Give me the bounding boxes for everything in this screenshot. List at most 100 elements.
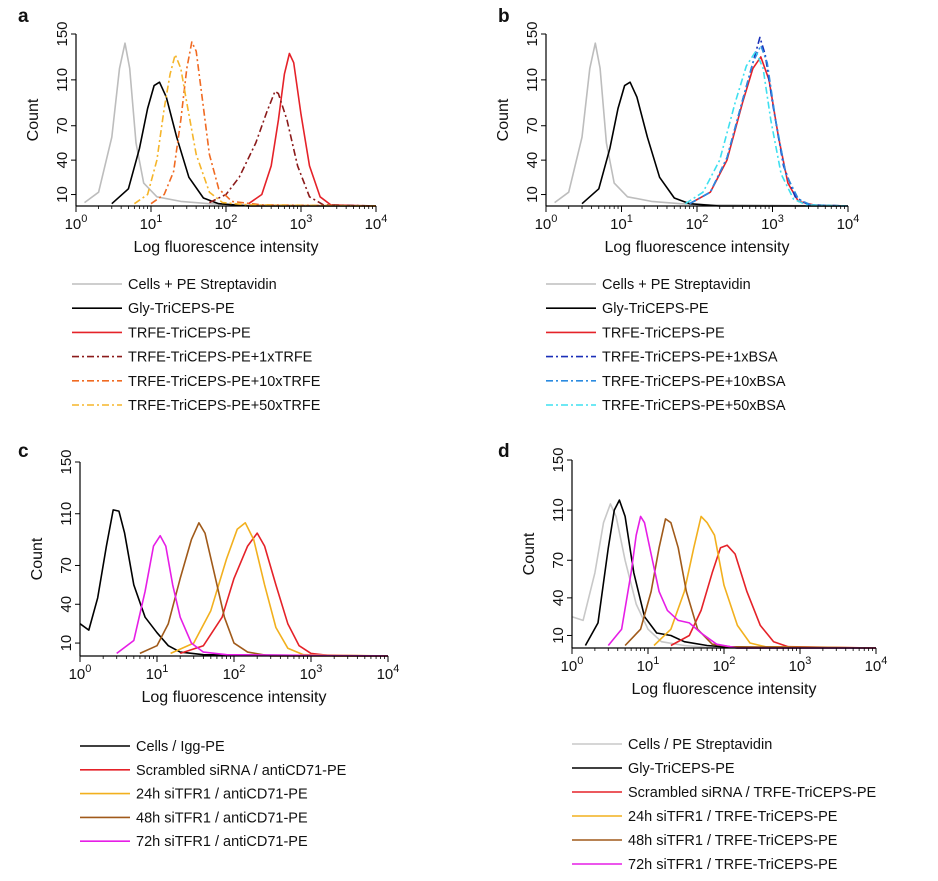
series-line-d-0 — [571, 503, 876, 649]
legend-label-d-0: Cells / PE Streptavidin — [628, 737, 772, 753]
series-line-a-1 — [111, 81, 376, 207]
panel-label-d: d — [498, 441, 510, 462]
series-line-b-5 — [684, 50, 849, 207]
y-tick-label-a-0: 10 — [54, 186, 71, 203]
series-line-c-4 — [116, 534, 389, 657]
legend-label-c-0: Cells / Igg-PE — [136, 739, 225, 755]
y-tick-label-a-2: 70 — [54, 117, 71, 134]
x-axis-title-d: Log fluorescence intensity — [632, 681, 817, 698]
y-tick-label-b-4: 150 — [524, 21, 541, 46]
legend-label-d-4: 48h siTFR1 / TRFE-TriCEPS-PE — [628, 833, 838, 849]
y-axis-title-a: Count — [25, 98, 42, 141]
x-tick-label-a-2: 102 — [215, 213, 238, 233]
series-line-b-3 — [689, 36, 849, 207]
x-tick-label-c-4: 104 — [377, 663, 400, 683]
legend-c: Cells / Igg-PE Scrambled siRNA / antiCD71… — [80, 739, 347, 850]
legend-label-b-5: TRFE-TriCEPS-PE+50xBSA — [602, 398, 786, 414]
series-line-a-2 — [248, 52, 377, 207]
x-tick-label-d-1: 101 — [637, 655, 660, 675]
y-tick-label-b-3: 110 — [524, 68, 541, 92]
y-tick-label-c-1: 40 — [58, 596, 75, 613]
panel-b: b 100 101 102 103 104 10 40 70 110 150 Log fluoresc… — [495, 6, 859, 414]
legend-b: Cells + PE Streptavidin Gly-TriCEPS-PE TRF… — [546, 277, 786, 414]
y-tick-label-b-2: 70 — [524, 117, 541, 134]
y-axis-title-d: Count — [521, 532, 538, 575]
series-line-a-5 — [133, 53, 377, 207]
legend-label-c-4: 72h siTFR1 / antiCD71-PE — [136, 834, 308, 850]
x-tick-label-a-3: 103 — [290, 213, 313, 233]
series-line-d-5 — [607, 515, 876, 649]
x-tick-label-a-1: 101 — [140, 213, 163, 233]
y-tick-label-b-0: 10 — [524, 186, 541, 203]
legend-label-d-5: 72h siTFR1 / TRFE-TriCEPS-PE — [628, 857, 838, 873]
panel-label-c: c — [18, 441, 29, 462]
y-tick-label-d-4: 150 — [550, 447, 567, 472]
legend-label-a-3: TRFE-TriCEPS-PE+1xTRFE — [128, 350, 313, 366]
y-axis-title-c: Count — [29, 537, 46, 580]
x-tick-label-d-3: 103 — [789, 655, 812, 675]
series-line-c-2 — [170, 522, 389, 657]
legend-label-a-4: TRFE-TriCEPS-PE+10xTRFE — [128, 374, 321, 390]
x-tick-label-b-2: 102 — [686, 213, 709, 233]
panel-label-a: a — [18, 6, 29, 27]
x-tick-label-b-0: 100 — [535, 213, 558, 233]
y-tick-label-a-1: 40 — [54, 152, 71, 169]
panel-a: a 100 101 102 103 104 10 40 70 110 150 Log fluoresc… — [18, 6, 387, 414]
legend-label-a-2: TRFE-TriCEPS-PE — [128, 325, 251, 341]
legend-label-a-5: TRFE-TriCEPS-PE+50xTRFE — [128, 398, 321, 414]
x-axis-title-a: Log fluorescence intensity — [134, 239, 319, 256]
series-line-c-3 — [139, 522, 388, 657]
legend-label-b-2: TRFE-TriCEPS-PE — [602, 325, 725, 341]
series-line-a-4 — [150, 41, 377, 207]
x-axis-title-c: Log fluorescence intensity — [142, 689, 327, 706]
panel-d: d 100 101 102 103 104 10 40 70 110 150 Log fluoresc… — [498, 441, 887, 873]
panel-c: c 100 101 102 103 104 10 40 70 110 150 Log fluoresc… — [18, 441, 399, 850]
y-axis-title-b: Count — [495, 98, 512, 141]
x-tick-label-a-0: 100 — [65, 213, 88, 233]
legend-label-c-2: 24h siTFR1 / antiCD71-PE — [136, 787, 308, 803]
y-tick-label-c-4: 150 — [58, 449, 75, 474]
series-line-a-0 — [84, 42, 377, 207]
x-tick-label-d-2: 102 — [713, 655, 736, 675]
y-tick-label-d-2: 70 — [550, 552, 567, 569]
legend-a: Cells + PE Streptavidin Gly-TriCEPS-PE TRF… — [72, 277, 321, 414]
x-tick-label-b-4: 104 — [837, 213, 860, 233]
legend-label-c-3: 48h siTFR1 / antiCD71-PE — [136, 810, 308, 826]
series-line-a-3 — [209, 90, 377, 207]
series-line-d-1 — [584, 499, 876, 649]
x-tick-label-a-4: 104 — [365, 213, 388, 233]
series-line-c-0 — [79, 509, 389, 657]
x-tick-label-c-1: 101 — [146, 663, 169, 683]
x-axis-title-b: Log fluorescence intensity — [605, 239, 790, 256]
y-tick-label-d-0: 10 — [550, 627, 567, 644]
legend-d: Cells / PE Streptavidin Gly-TriCEPS-PE Scr… — [572, 737, 876, 873]
series-line-b-4 — [689, 44, 849, 207]
legend-label-b-1: Gly-TriCEPS-PE — [602, 301, 709, 317]
series-line-c-1 — [179, 532, 388, 657]
x-tick-label-b-1: 101 — [610, 213, 633, 233]
legend-label-c-1: Scrambled siRNA / antiCD71-PE — [136, 763, 347, 779]
series-line-d-2 — [670, 544, 877, 649]
legend-label-d-3: 24h siTFR1 / TRFE-TriCEPS-PE — [628, 809, 838, 825]
series-line-d-3 — [653, 515, 877, 649]
x-tick-label-d-0: 100 — [561, 655, 584, 675]
x-tick-label-c-3: 103 — [300, 663, 323, 683]
y-tick-label-c-3: 110 — [58, 502, 75, 526]
panel-label-b: b — [498, 6, 510, 27]
x-tick-label-c-0: 100 — [69, 663, 92, 683]
legend-label-d-1: Gly-TriCEPS-PE — [628, 761, 735, 777]
x-tick-label-c-2: 102 — [223, 663, 246, 683]
legend-label-a-0: Cells + PE Streptavidin — [128, 277, 277, 293]
x-tick-label-b-3: 103 — [761, 213, 784, 233]
legend-label-d-2: Scrambled siRNA / TRFE-TriCEPS-PE — [628, 785, 876, 801]
legend-label-b-0: Cells + PE Streptavidin — [602, 277, 751, 293]
series-line-b-0 — [554, 42, 849, 207]
y-tick-label-a-3: 110 — [54, 68, 71, 92]
y-tick-label-b-1: 40 — [524, 152, 541, 169]
legend-label-b-3: TRFE-TriCEPS-PE+1xBSA — [602, 350, 778, 366]
series-line-d-4 — [624, 518, 877, 649]
y-tick-label-a-4: 150 — [54, 21, 71, 46]
y-tick-label-c-2: 70 — [58, 557, 75, 574]
